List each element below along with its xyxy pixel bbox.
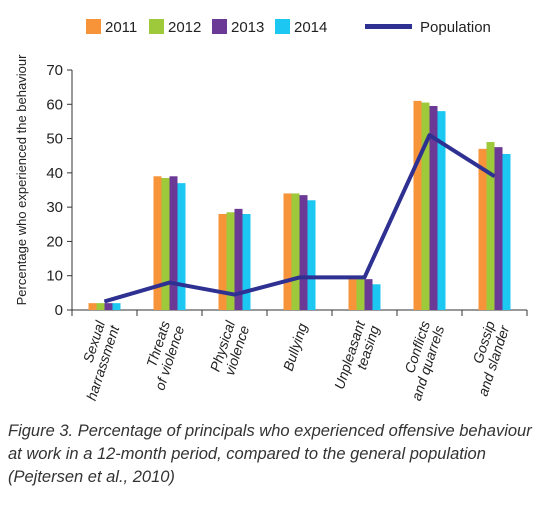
legend-swatch-population (365, 24, 412, 29)
bar-2013-0 (104, 303, 113, 310)
legend-label-population: Population (420, 19, 491, 36)
figure-caption: Figure 3. Percentage of principals who e… (8, 422, 532, 486)
y-axis-label: Percentage who experienced the behaviour (14, 54, 29, 305)
bar-2013-1 (169, 176, 178, 310)
bar-2013-5 (429, 106, 438, 310)
bar-2012-5 (421, 102, 430, 310)
population-point-3 (299, 276, 300, 278)
bar-2014-1 (177, 183, 186, 310)
legend-swatch-2014 (275, 19, 290, 34)
bar-2014-6 (502, 154, 511, 310)
population-point-6 (494, 175, 495, 177)
bar-2014-5 (437, 111, 446, 311)
bar-2013-3 (299, 195, 308, 310)
bar-2012-2 (226, 212, 235, 310)
category-label-line: Bullying (280, 321, 310, 373)
legend-label-2013: 2013 (231, 19, 264, 36)
legend-swatch-2013 (212, 19, 227, 34)
legend-label-2011: 2011 (105, 19, 137, 36)
bar-2012-3 (291, 193, 300, 310)
bar-2011-5 (413, 100, 422, 310)
legend-swatch-2012 (149, 19, 164, 34)
y-tick-label-0: 0 (55, 302, 63, 319)
y-tick-label-70: 70 (46, 62, 63, 79)
category-label-3: Bullying (280, 321, 310, 373)
bar-2012-0 (96, 303, 105, 310)
bar-2014-3 (307, 200, 316, 310)
y-tick-label-50: 50 (46, 131, 63, 148)
bar-2014-4 (372, 284, 381, 310)
y-tick-label-30: 30 (46, 199, 63, 216)
y-tick-label-20: 20 (46, 233, 63, 250)
bar-2014-2 (242, 214, 251, 310)
bar-2011-3 (283, 193, 292, 310)
legend-label-2014: 2014 (294, 19, 327, 36)
population-point-1 (169, 282, 170, 284)
population-point-2 (234, 294, 235, 296)
bar-2012-6 (486, 142, 495, 310)
bar-2014-0 (112, 303, 121, 310)
legend-swatch-2011 (86, 19, 101, 34)
y-tick-label-60: 60 (46, 96, 63, 113)
population-point-0 (104, 300, 105, 302)
population-point-4 (364, 276, 365, 278)
bar-2012-1 (161, 178, 170, 310)
y-tick-label-10: 10 (46, 268, 63, 285)
bar-2011-1 (153, 176, 162, 310)
population-point-5 (429, 134, 430, 136)
legend-label-2012: 2012 (168, 19, 201, 36)
bar-2013-2 (234, 208, 243, 310)
bar-2011-6 (478, 148, 487, 310)
bar-2011-0 (88, 303, 97, 310)
bar-2011-2 (218, 214, 227, 310)
bar-2012-4 (356, 279, 365, 310)
bar-2013-6 (494, 147, 503, 310)
bar-2013-4 (364, 279, 373, 310)
y-tick-label-40: 40 (46, 165, 63, 182)
bar-2011-4 (348, 279, 357, 310)
